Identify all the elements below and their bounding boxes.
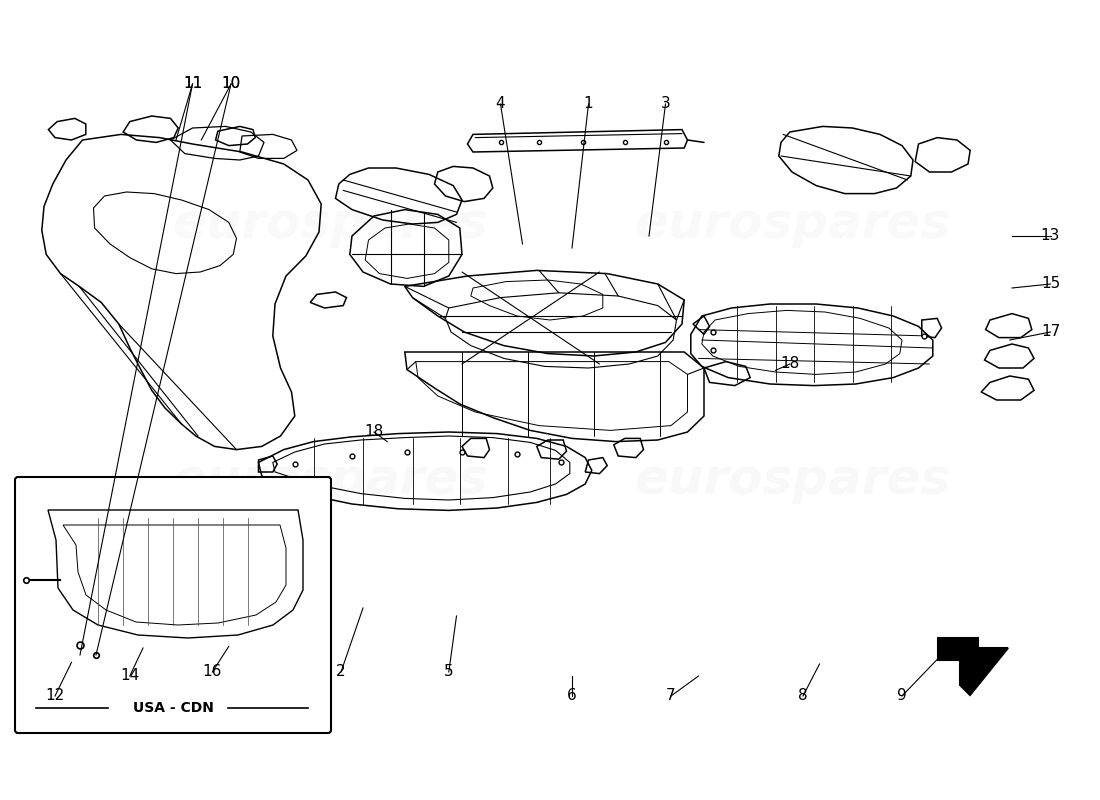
Text: 10: 10 — [221, 77, 241, 91]
Text: 10: 10 — [221, 77, 241, 91]
Text: 3: 3 — [661, 97, 670, 111]
Polygon shape — [938, 638, 1008, 695]
Text: eurospares: eurospares — [634, 200, 950, 248]
Text: 17: 17 — [1041, 325, 1060, 339]
Text: eurospares: eurospares — [634, 456, 950, 504]
Text: 9: 9 — [898, 689, 906, 703]
Text: eurospares: eurospares — [172, 200, 488, 248]
Text: 6: 6 — [568, 689, 576, 703]
Text: 7: 7 — [667, 689, 675, 703]
Text: 11: 11 — [183, 77, 202, 91]
Text: 14: 14 — [120, 669, 140, 683]
Text: eurospares: eurospares — [172, 456, 488, 504]
Text: USA - CDN: USA - CDN — [133, 701, 213, 715]
Text: 1: 1 — [584, 97, 593, 111]
Text: 18: 18 — [780, 357, 800, 371]
Text: 15: 15 — [1041, 277, 1060, 291]
Text: 16: 16 — [202, 665, 222, 679]
Text: 12: 12 — [45, 689, 65, 703]
Text: 11: 11 — [183, 77, 202, 91]
Text: 2: 2 — [337, 665, 345, 679]
Text: 13: 13 — [1041, 229, 1060, 243]
FancyBboxPatch shape — [15, 477, 331, 733]
Text: 18: 18 — [364, 425, 384, 439]
Text: 4: 4 — [496, 97, 505, 111]
Text: 8: 8 — [799, 689, 807, 703]
Text: 5: 5 — [444, 665, 453, 679]
